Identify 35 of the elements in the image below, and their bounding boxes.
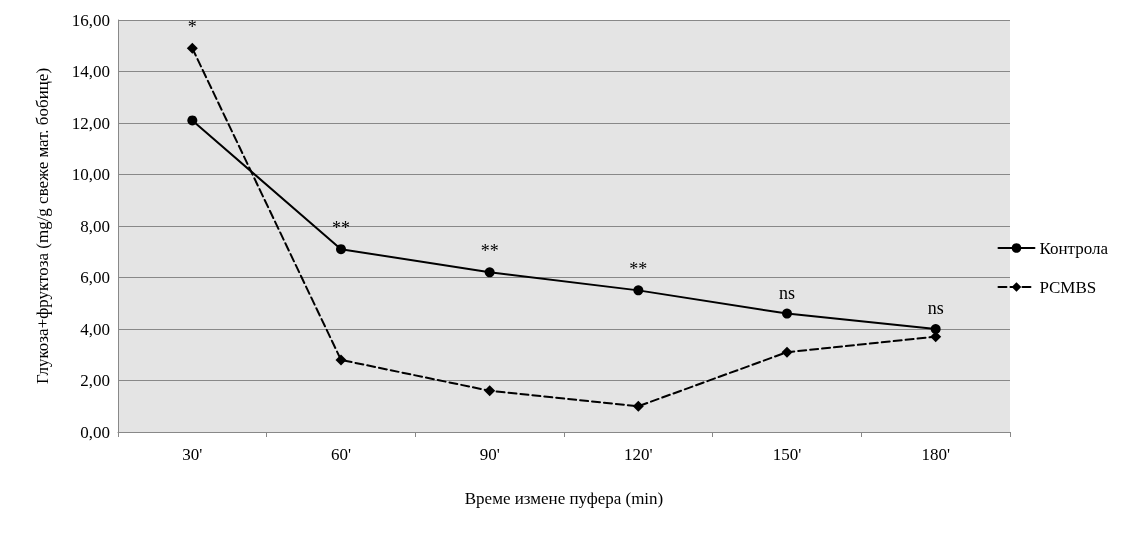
y-tick-label: 2,00 <box>80 371 110 390</box>
y-tick-label: 16,00 <box>71 10 110 30</box>
point <box>633 285 644 296</box>
y-tick-label: 4,00 <box>80 319 110 339</box>
x-tick-label: 60' <box>330 445 352 464</box>
x-tick-label: 120' <box>624 445 653 464</box>
x-axis-title: Време измене пуфера (min) <box>464 489 664 508</box>
y-tick-label: 12,00 <box>71 113 110 133</box>
point <box>782 308 792 319</box>
annotation: * <box>187 17 197 38</box>
y-tick-label: 10,00 <box>71 165 110 184</box>
x-tick-label: 180' <box>921 445 950 464</box>
y-tick-label: 6,00 <box>80 268 110 287</box>
point <box>632 400 644 412</box>
annotation: ns <box>927 298 944 318</box>
legend-label: Контрола <box>1039 238 1109 258</box>
x-tick-label: 90' <box>479 445 500 464</box>
x-tick-label: 150' <box>772 445 802 464</box>
y-tick-label: 14,00 <box>71 62 110 81</box>
y-tick-label: 8,00 <box>80 216 110 236</box>
point <box>335 354 347 366</box>
annotation: ** <box>480 241 499 262</box>
annotation: ** <box>332 218 350 239</box>
annotation: ns <box>778 282 796 303</box>
y-axis-title: Глукоза+фруктоза (mg/g свеже мат. бобице) <box>32 67 52 385</box>
point <box>187 115 198 126</box>
point <box>186 42 198 54</box>
point <box>781 346 793 358</box>
x-tick-label: 30' <box>182 445 203 464</box>
point <box>484 385 496 397</box>
y-tick-label: 0,00 <box>80 422 110 442</box>
legend-label: PCMBS <box>1039 277 1097 297</box>
annotation: ** <box>629 259 648 280</box>
point <box>484 267 495 278</box>
point <box>336 244 346 255</box>
